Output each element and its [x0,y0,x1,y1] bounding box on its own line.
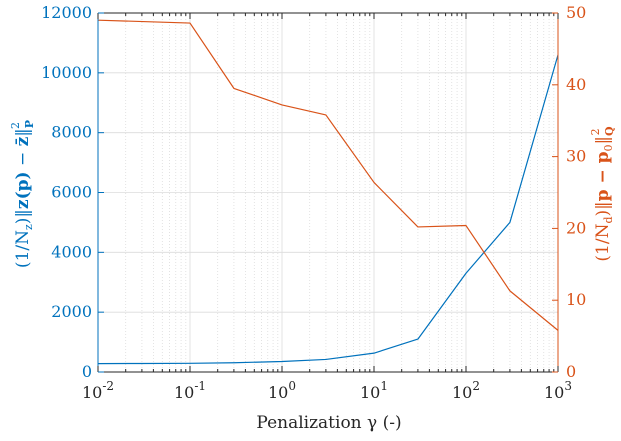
x-tick-label: 101 [360,379,388,402]
right-ylabel-a-sub: d [602,216,615,223]
left-ylabel-e: z̄ [13,136,33,146]
left-ylabel-f: ‖ [13,128,33,137]
left-ylabel-c: z(p) [13,171,33,209]
left-tick-label: 2000 [51,302,92,321]
left-ylabel-sub: P [23,120,36,128]
right-ylabel-sup: 2 [589,128,602,135]
x-tick-label: 10-1 [174,379,206,402]
left-tick-label: 4000 [51,242,92,261]
right-ylabel-c-sub: 0 [602,144,615,151]
tick-labels: 10-2 10-1 100 101 102 10302000400060008000100… [41,3,586,402]
right-tick-label: 50 [566,3,586,22]
right-ylabel-sub: Q [603,126,616,136]
x-tick-exponent: -1 [194,379,206,393]
axes [97,12,559,373]
x-tick-label: 10-2 [82,379,114,402]
right-tick-label: 0 [566,362,576,381]
x-tick-label: 102 [452,379,480,402]
right-ylabel-b: )‖ [593,201,613,216]
left-ylabel-sup: 2 [9,122,22,129]
series-line-left [97,54,559,365]
x-tick-base: 10 [174,383,194,402]
grid [97,12,559,373]
right-tick-label: 40 [566,75,586,94]
left-ylabel-a-sub: z [22,224,35,230]
x-tick-exponent: -2 [102,379,114,393]
right-y-axis-title: (1/Nd)‖p − p0‖Q2 [589,126,616,262]
x-axis-title: Penalization γ (-) [256,413,401,433]
x-tick-base: 10 [452,383,472,402]
x-tick-base: 10 [360,383,380,402]
series-layer [97,19,559,365]
x-tick-exponent: 3 [564,379,572,393]
x-tick-exponent: 1 [380,379,388,393]
right-tick-label: 20 [566,218,586,237]
x-tick-label: 103 [544,379,572,402]
right-ylabel-c: p − p [593,151,613,201]
x-axis-title-text: Penalization γ (-) [256,413,401,433]
x-tick-exponent: 2 [472,379,480,393]
x-tick-exponent: 0 [288,379,296,393]
left-y-axis-title: (1/Nz)‖z(p) − z̄‖P2 [9,120,36,268]
right-tick-label: 10 [566,290,586,309]
left-ylabel-a: (1/N [13,230,33,268]
right-ylabel-a: (1/N [593,223,613,261]
right-ylabel-f: ‖ [593,136,613,145]
left-tick-label: 0 [82,362,92,381]
x-tick-base: 10 [268,383,288,402]
x-tick-base: 10 [544,383,564,402]
left-tick-label: 6000 [51,183,92,202]
left-ylabel-b: )‖ [13,209,33,224]
left-ylabel-d: − [13,146,33,171]
left-tick-label: 12000 [41,3,92,22]
series-line-right [97,19,559,331]
right-tick-label: 30 [566,147,586,166]
left-tick-label: 8000 [51,123,92,142]
x-tick-base: 10 [82,383,102,402]
x-tick-label: 100 [268,379,296,402]
left-tick-label: 10000 [41,63,92,82]
